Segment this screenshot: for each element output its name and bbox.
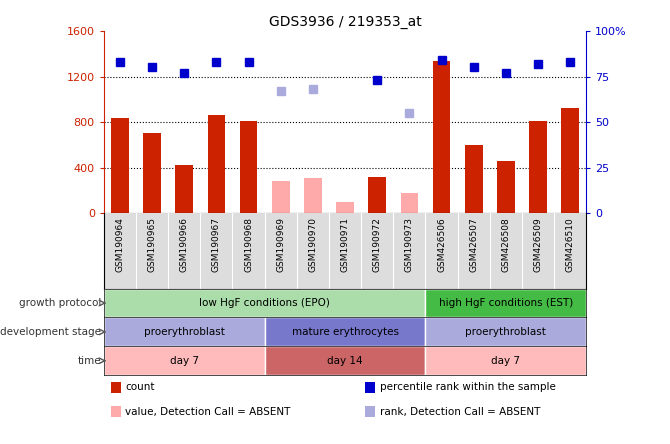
Bar [143, 134, 161, 213]
Text: count: count [125, 382, 155, 392]
Text: proerythroblast: proerythroblast [466, 327, 546, 337]
Bar [369, 177, 386, 213]
Bar [111, 118, 129, 213]
Text: GSM190973: GSM190973 [405, 217, 414, 272]
Text: GSM426510: GSM426510 [565, 217, 575, 272]
Bar [497, 161, 515, 213]
Text: day 7: day 7 [491, 356, 521, 366]
Text: GSM426506: GSM426506 [437, 217, 446, 272]
Text: time: time [78, 356, 101, 366]
Text: high HgF conditions (EST): high HgF conditions (EST) [439, 298, 573, 308]
Bar [425, 317, 586, 346]
Text: GSM426509: GSM426509 [533, 217, 543, 272]
Text: rank, Detection Call = ABSENT: rank, Detection Call = ABSENT [380, 407, 540, 416]
Bar [104, 346, 265, 375]
Bar [529, 121, 547, 213]
Bar [272, 181, 289, 213]
Title: GDS3936 / 219353_at: GDS3936 / 219353_at [269, 15, 421, 29]
Text: GSM426508: GSM426508 [501, 217, 511, 272]
Text: growth protocol: growth protocol [19, 298, 101, 308]
Bar [265, 346, 425, 375]
Text: value, Detection Call = ABSENT: value, Detection Call = ABSENT [125, 407, 291, 416]
Bar [425, 346, 586, 375]
Text: GSM190964: GSM190964 [115, 217, 125, 272]
Text: development stage: development stage [1, 327, 101, 337]
Text: GSM190968: GSM190968 [244, 217, 253, 272]
Text: GSM190965: GSM190965 [147, 217, 157, 272]
Text: mature erythrocytes: mature erythrocytes [291, 327, 399, 337]
Text: GSM190972: GSM190972 [373, 217, 382, 272]
Text: GSM190967: GSM190967 [212, 217, 221, 272]
Bar [425, 289, 586, 317]
Text: percentile rank within the sample: percentile rank within the sample [380, 382, 556, 392]
Bar [208, 115, 225, 213]
Bar [465, 145, 482, 213]
Text: GSM190966: GSM190966 [180, 217, 189, 272]
Bar [265, 317, 425, 346]
Text: low HgF conditions (EPO): low HgF conditions (EPO) [199, 298, 330, 308]
Bar [401, 193, 418, 213]
Text: day 14: day 14 [327, 356, 363, 366]
Text: GSM190971: GSM190971 [340, 217, 350, 272]
Text: GSM426507: GSM426507 [469, 217, 478, 272]
Bar [561, 108, 579, 213]
Bar [176, 165, 193, 213]
Bar [240, 121, 257, 213]
Bar [104, 317, 265, 346]
Text: GSM190969: GSM190969 [276, 217, 285, 272]
Bar [304, 178, 322, 213]
Bar [104, 289, 425, 317]
Text: day 7: day 7 [170, 356, 199, 366]
Text: GSM190970: GSM190970 [308, 217, 318, 272]
Bar [336, 202, 354, 213]
Bar [433, 61, 450, 213]
Text: proerythroblast: proerythroblast [144, 327, 224, 337]
